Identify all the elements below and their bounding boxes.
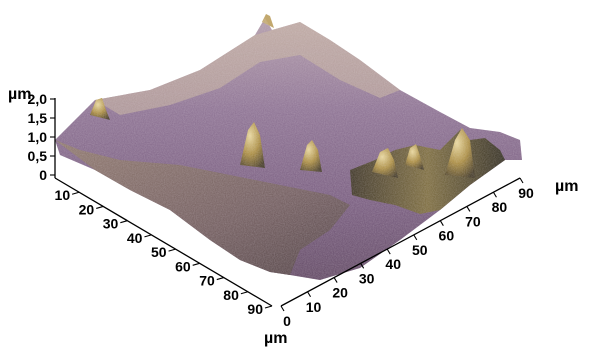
surface-rendering: [55, 14, 522, 280]
x-tick-label: 50: [151, 244, 167, 260]
y-tick-label: 0: [283, 313, 291, 329]
z-tick-label: 2,0: [28, 91, 48, 107]
y-tick-mark: [280, 305, 285, 312]
y-tick-label: 70: [465, 213, 481, 229]
x-tick-label: 20: [79, 201, 95, 217]
y-tick-mark: [386, 248, 391, 255]
y-tick-label: 60: [439, 228, 455, 244]
y-tick-mark: [333, 277, 338, 283]
x-tick-label: 90: [247, 301, 263, 317]
axes: [54, 98, 521, 307]
surface-texture: [55, 18, 522, 280]
z-tick-label: 0: [39, 167, 47, 183]
y-axis-line: [280, 177, 521, 307]
y-tick-label: 50: [412, 242, 428, 258]
x-tick-mark: [71, 191, 80, 195]
z-tick-label: 0,5: [28, 148, 48, 164]
x-tick-label: 10: [55, 187, 71, 203]
x-tick-mark: [168, 248, 176, 252]
y-tick-mark: [492, 191, 497, 198]
y-tick-mark: [307, 291, 312, 298]
x-axis-ticks: 10 20 30 40 50 60 70 80 90: [55, 187, 273, 317]
z-tick-label: 1,5: [28, 110, 48, 126]
x-tick-label: 60: [175, 258, 191, 274]
y-axis-unit: µm: [555, 178, 578, 195]
x-tick-mark: [96, 205, 104, 209]
y-tick-mark: [413, 234, 418, 241]
y-tick-mark: [360, 263, 365, 269]
x-tick-mark: [144, 234, 152, 238]
x-tick-mark: [120, 220, 128, 224]
z-tick-label: 1,0: [28, 129, 48, 145]
x-tick-mark: [216, 277, 224, 281]
y-tick-mark: [519, 177, 524, 184]
y-tick-label: 10: [306, 299, 322, 315]
y-axis-ticks: 0 10 20 30 40 50 60 70 80 90: [280, 177, 534, 329]
x-tick-mark: [264, 305, 273, 309]
x-axis-unit: µm: [264, 330, 287, 347]
surface-peak: [262, 14, 274, 28]
y-tick-label: 40: [385, 256, 401, 272]
y-tick-label: 20: [332, 285, 348, 301]
y-tick-label: 80: [492, 199, 508, 215]
x-tick-label: 40: [127, 230, 143, 246]
x-tick-mark: [192, 262, 200, 266]
x-tick-label: 70: [199, 273, 215, 289]
x-tick-label: 30: [103, 216, 119, 232]
z-axis-unit: µm: [8, 86, 31, 103]
x-tick-label: 80: [223, 287, 239, 303]
z-axis-ticks: 2,0 1,5 1,0 0,5 0: [28, 91, 55, 183]
x-tick-mark: [240, 291, 249, 295]
y-tick-label: 90: [518, 185, 534, 201]
y-tick-mark: [439, 220, 444, 226]
y-tick-label: 30: [359, 270, 375, 286]
x-axis-line: [54, 177, 273, 307]
y-tick-mark: [466, 206, 471, 212]
